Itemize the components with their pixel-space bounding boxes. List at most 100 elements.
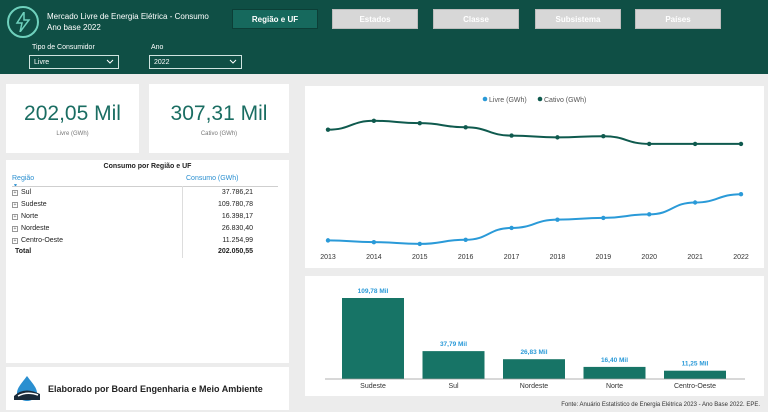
consumer-type-select[interactable]: Livre [29, 55, 119, 69]
total-label: Total [15, 248, 32, 255]
x-tick-label: Sudeste [360, 383, 386, 390]
x-tick-label: 2021 [687, 254, 703, 261]
header-divider [12, 186, 278, 187]
table-row[interactable]: + Norte 16.398,17 [12, 212, 278, 222]
consumer-type-value: Livre [34, 58, 50, 66]
bar-data-label: 16,40 Mil [601, 357, 628, 364]
source-note: Fonte: Anuário Estatístico de Energia El… [561, 402, 760, 408]
bar [422, 351, 485, 379]
row-value: 16.398,17 [221, 213, 253, 220]
total-value: 202.050,55 [217, 248, 253, 255]
credit-card [6, 367, 289, 410]
bar-data-label: 37,79 Mil [440, 341, 467, 348]
header-bar: Mercado Livre de Energia Elétrica - Cons… [0, 0, 768, 74]
bar [583, 366, 646, 379]
column-divider [182, 186, 183, 258]
nav-classe-button[interactable]: Classe [433, 9, 519, 29]
report-title-line2: Ano base 2022 [47, 23, 101, 32]
bar-chart[interactable]: 109,78 Mil Sudeste 37,79 Mil Sul 26,83 Mil No… [305, 276, 764, 396]
expand-icon[interactable]: + [12, 190, 18, 196]
data-point [692, 200, 698, 205]
kpi-livre-label: Livre (GWh) [56, 131, 89, 137]
table-row[interactable]: + Nordeste 26.830,40 [12, 224, 278, 234]
legend-marker [537, 96, 543, 102]
bar [664, 370, 726, 379]
region-table-card: Consumo por Região e UF Região ▼ Consumo… [6, 160, 289, 363]
table-total-row: Total 202.050,55 [12, 247, 278, 257]
series-line [327, 119, 741, 145]
data-point [601, 133, 606, 139]
data-point [738, 192, 744, 197]
bar [503, 359, 565, 379]
nav-regiao-uf-button[interactable]: Região e UF [232, 9, 318, 29]
data-point [555, 217, 560, 222]
nav-paises-button[interactable]: Países [635, 9, 721, 29]
nav-subsistema-button[interactable]: Subsistema [535, 9, 621, 29]
column-header-consumo[interactable]: Consumo (GWh) [186, 175, 239, 182]
row-value: 11.254,99 [222, 237, 253, 244]
table-row[interactable]: + Centro-Oeste 11.254,99 [12, 236, 278, 246]
data-point [509, 225, 514, 231]
nav-estados-button[interactable]: Estados [332, 9, 418, 29]
row-value: 26.830,40 [221, 225, 253, 232]
kpi-cativo-value: 307,31 Mil [170, 102, 268, 125]
year-value: 2022 [154, 58, 170, 66]
bar-chart-card: 109,78 Mil Sudeste 37,79 Mil Sul 26,83 Mil No… [305, 276, 764, 396]
row-region: Sudeste [21, 201, 47, 208]
x-tick-label: 2014 [366, 254, 382, 261]
column-header-region[interactable]: Região [12, 175, 35, 182]
x-tick-label: Nordeste [520, 383, 549, 390]
expand-icon[interactable]: + [12, 202, 18, 208]
board-logo-icon [12, 374, 42, 407]
data-point [738, 141, 744, 147]
x-tick-label: Centro-Oeste [674, 383, 716, 390]
lightning-icon [7, 6, 39, 38]
year-label: Ano [151, 44, 164, 51]
series-line [327, 193, 742, 245]
x-tick-label: 2016 [458, 254, 474, 261]
data-point [509, 133, 514, 138]
data-point [555, 135, 560, 140]
data-point [417, 120, 422, 126]
chevron-down-icon [106, 57, 114, 69]
table-row[interactable]: + Sudeste 109.780,78 [12, 200, 278, 210]
x-tick-label: 2020 [641, 254, 657, 261]
row-region: Norte [21, 213, 39, 220]
line-chart-card: Livre (GWh) Cativo (GWh) 2013 2014 2015 2016 2… [305, 86, 764, 268]
x-tick-label: 2015 [412, 254, 428, 261]
bar [342, 298, 404, 379]
year-select[interactable]: 2022 [149, 55, 242, 69]
kpi-card-livre: 202,05 Mil Livre (GWh) [6, 84, 139, 153]
row-region: Sul [21, 189, 32, 196]
expand-icon[interactable]: + [12, 214, 18, 220]
bar-data-label: 109,78 Mil [358, 288, 389, 295]
expand-icon[interactable]: + [12, 226, 18, 232]
report-title-line1: Mercado Livre de Energia Elétrica - Cons… [47, 12, 209, 21]
data-point [647, 212, 652, 217]
data-point [463, 237, 468, 242]
legend-label: Cativo (GWh) [544, 97, 586, 104]
bar-data-label: 11,25 Mil [682, 361, 709, 368]
data-point [417, 241, 422, 247]
kpi-cativo-label: Cativo (GWh) [200, 131, 238, 137]
x-tick-label: 2022 [733, 254, 749, 261]
x-tick-label: 2018 [550, 254, 566, 261]
data-point [463, 125, 468, 130]
row-value: 109.780,78 [217, 201, 253, 208]
line-chart[interactable]: Livre (GWh) Cativo (GWh) 2013 2014 2015 2016 2… [305, 86, 764, 268]
bar-data-label: 26,83 Mil [520, 349, 547, 356]
kpi-livre-value: 202,05 Mil [24, 102, 121, 125]
row-region: Centro-Oeste [21, 237, 64, 244]
consumer-type-label: Tipo de Consumidor [32, 44, 95, 51]
credit-text: Elaborado por Board Engenharia e Meio Am… [48, 384, 263, 394]
x-tick-label: Sul [448, 383, 459, 390]
data-point [371, 118, 377, 123]
table-row[interactable]: + Sul 37.786,21 [12, 188, 278, 198]
data-point [325, 127, 331, 132]
x-tick-label: 2017 [504, 254, 520, 261]
data-point [647, 141, 652, 147]
table-title: Consumo por Região e UF [103, 163, 192, 170]
expand-icon[interactable]: + [12, 238, 18, 244]
row-value: 37.786,21 [221, 189, 253, 196]
x-tick-label: Norte [606, 383, 623, 390]
